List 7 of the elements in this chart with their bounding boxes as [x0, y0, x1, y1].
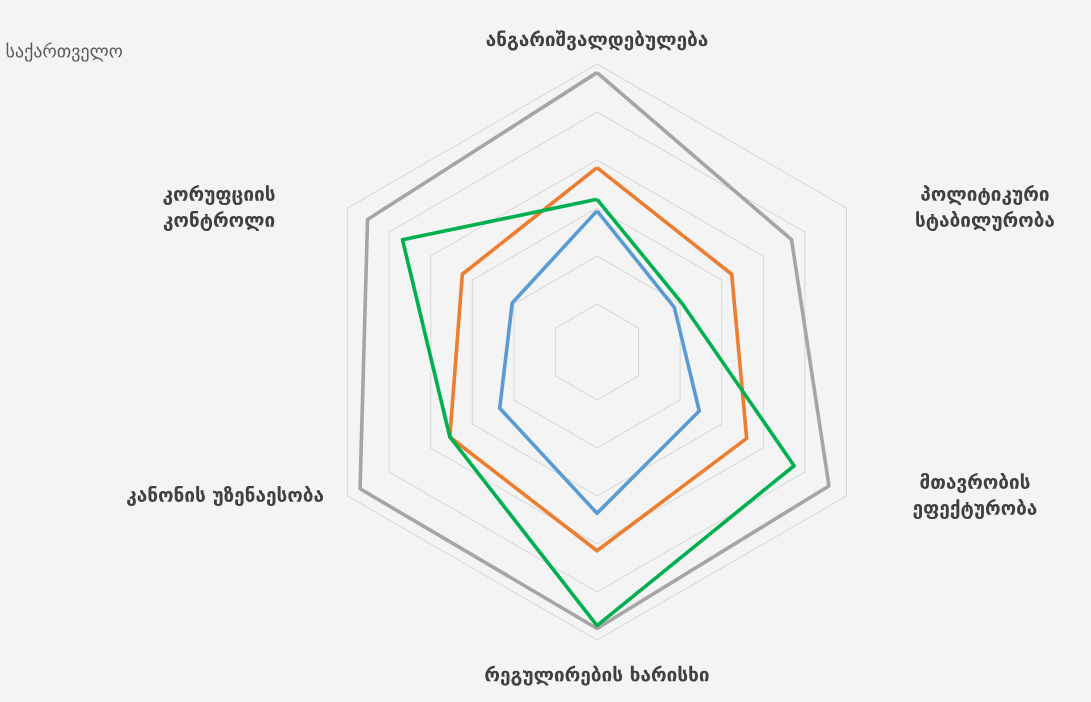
spoke-label: რეგულირების ხარისხი [485, 665, 709, 686]
spoke-label: მთავრობის ეფექტურობა [913, 472, 1037, 520]
spoke-label: კორუფციის კონტროლი [163, 184, 275, 232]
text: საქართველო [6, 42, 122, 62]
spoke-label: კანონის უზენაესობა [127, 485, 324, 507]
spoke-label: პოლიტიკური სტაბილურობა [916, 184, 1054, 232]
spoke-label: ანგარიშვალდებულება [486, 30, 708, 51]
